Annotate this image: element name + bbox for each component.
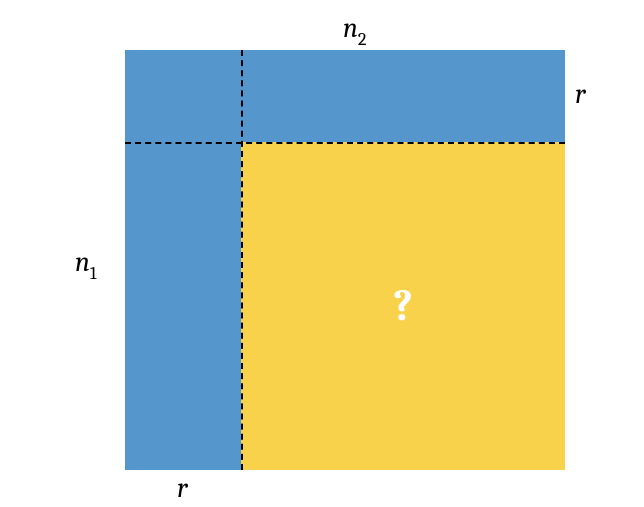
block-top-left	[125, 50, 241, 142]
label-n2-base: n	[343, 12, 358, 44]
block-bottom-left	[125, 142, 241, 470]
label-n1: n1	[75, 246, 97, 283]
label-n1-sub: 1	[90, 263, 97, 284]
label-n2-sub: 2	[358, 29, 367, 50]
block-top-right	[241, 50, 565, 142]
label-n1-base: n	[75, 246, 90, 278]
label-r-bottom-left: r	[177, 472, 188, 504]
divider-vertical	[241, 50, 243, 470]
divider-horizontal	[125, 142, 565, 144]
question-mark: ?	[393, 280, 413, 331]
label-n2: n2	[343, 12, 367, 49]
label-r-top-right: r	[575, 78, 586, 110]
matrix-container: ?	[125, 50, 565, 470]
